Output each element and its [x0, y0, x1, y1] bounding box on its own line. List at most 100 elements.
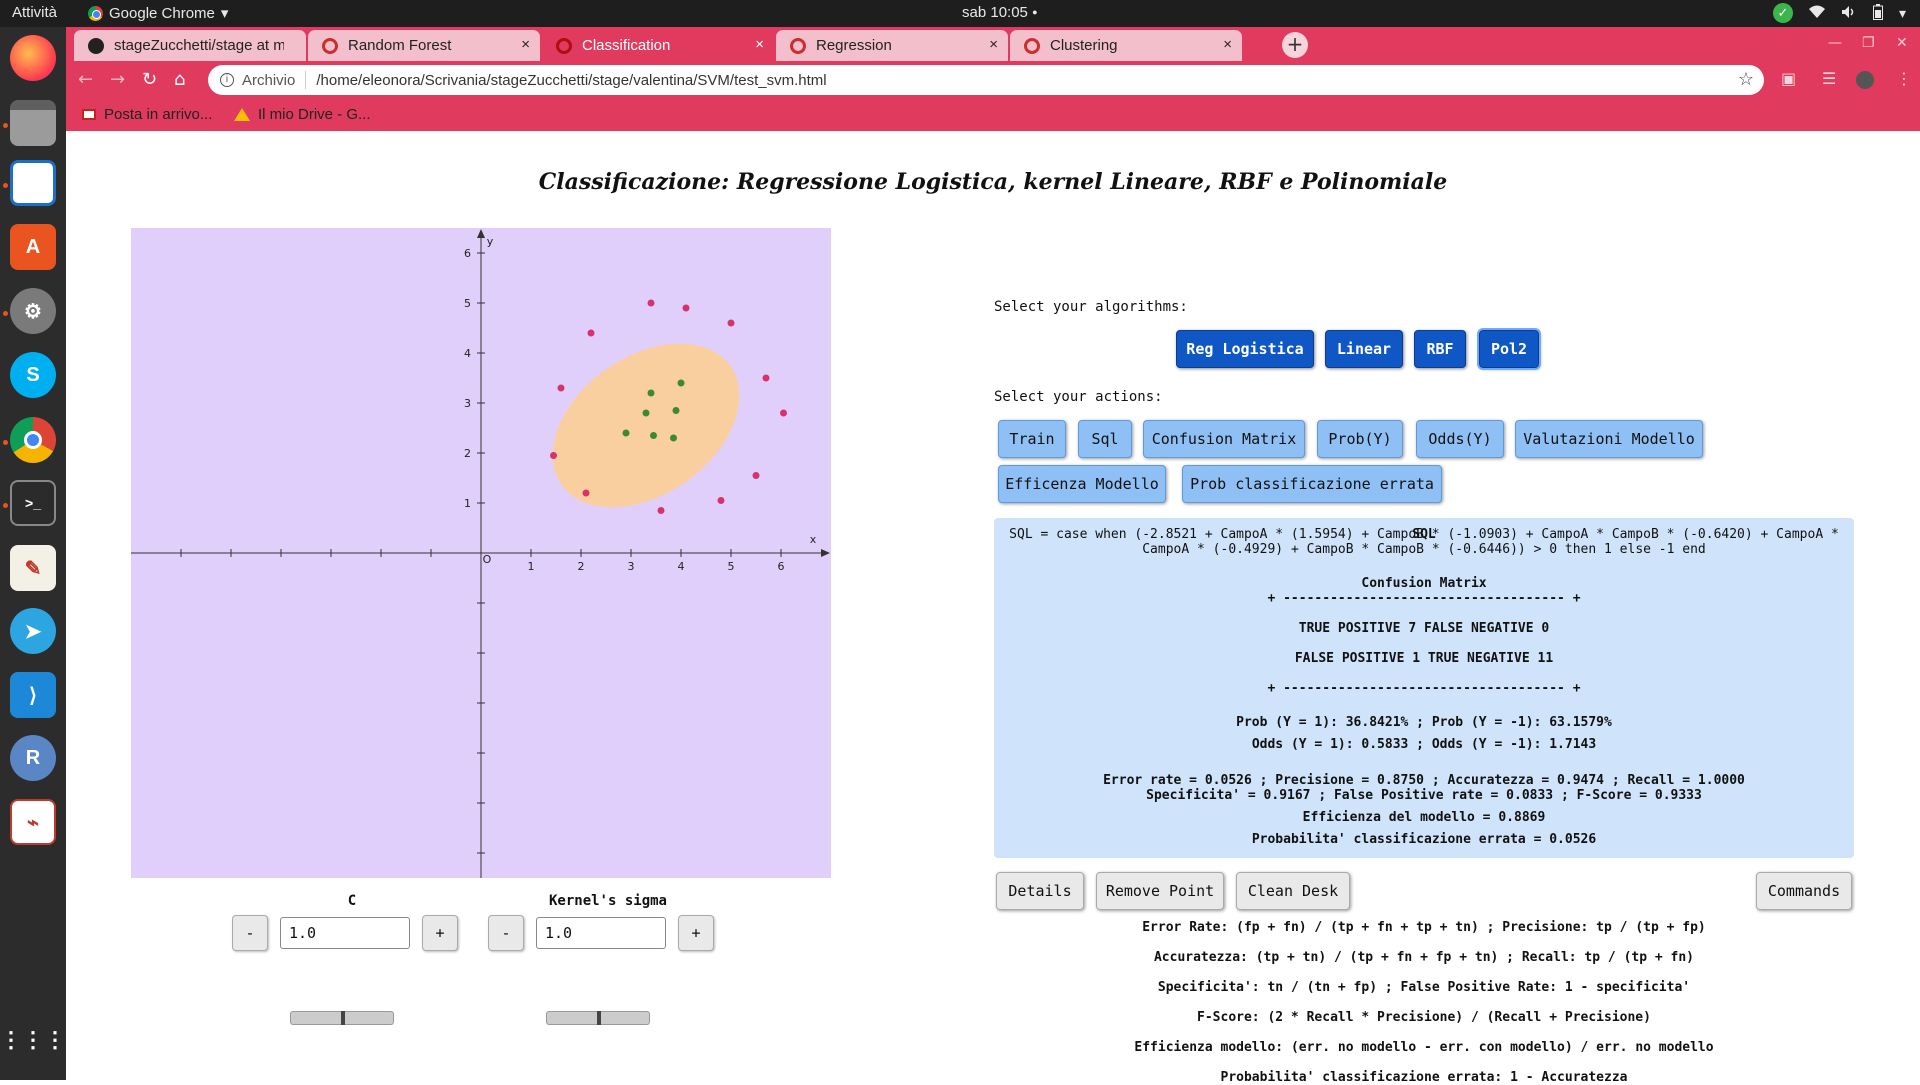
- app-menu-label: Google Chrome: [109, 4, 215, 22]
- point-negative: [647, 299, 655, 307]
- valutazioni-modello-button[interactable]: Valutazioni Modello: [1515, 420, 1703, 458]
- algorithm-rbf-button[interactable]: RBF: [1414, 330, 1466, 368]
- text-editor-icon[interactable]: ✎: [10, 545, 56, 591]
- maximize-icon[interactable]: ❐: [1862, 35, 1875, 51]
- c-increment-button[interactable]: +: [422, 915, 458, 951]
- metrics-output-2: Specificita' = 0.9167 ; False Positive r…: [1146, 788, 1702, 803]
- page-icon: [790, 37, 806, 54]
- sigma-increment-button[interactable]: +: [678, 915, 714, 951]
- firefox-icon[interactable]: [10, 35, 56, 81]
- volume-icon[interactable]: [1841, 5, 1857, 22]
- odds-output: Odds (Y = 1): 0.5833 ; Odds (Y = -1): 1.…: [1251, 737, 1597, 752]
- writer-icon[interactable]: [10, 160, 56, 206]
- y-tick-label: 2: [464, 447, 471, 460]
- chevron-down-icon: ▾: [220, 5, 229, 22]
- tab-regression[interactable]: Regression ×: [776, 30, 1008, 61]
- tab-title: Regression: [816, 37, 892, 54]
- point-negative: [657, 507, 665, 514]
- tab-github[interactable]: stageZucchetti/stage at m: [74, 30, 306, 61]
- point-negative: [582, 489, 590, 497]
- close-icon[interactable]: ×: [989, 36, 998, 53]
- sql-button[interactable]: Sql: [1078, 420, 1132, 458]
- close-icon[interactable]: ×: [755, 36, 764, 53]
- train-button[interactable]: Train: [998, 420, 1066, 458]
- minimize-icon[interactable]: —: [1828, 35, 1842, 51]
- check-icon[interactable]: ✓: [1772, 3, 1793, 23]
- files-icon[interactable]: [10, 100, 56, 146]
- tab-classification[interactable]: Classification ×: [542, 30, 774, 61]
- bookmark-label: Posta in arrivo...: [104, 106, 213, 123]
- bookmark-gmail[interactable]: Posta in arrivo...: [82, 106, 212, 123]
- info-icon[interactable]: i: [220, 73, 234, 87]
- x-tick-label: 3: [628, 560, 635, 573]
- terminal-icon[interactable]: >_: [10, 480, 56, 526]
- wifi-icon[interactable]: [1808, 5, 1825, 22]
- new-tab-button[interactable]: +: [1282, 32, 1308, 58]
- c-controls: - +: [232, 915, 472, 955]
- home-icon[interactable]: ⌂: [174, 69, 186, 90]
- back-icon[interactable]: ←: [78, 69, 94, 90]
- dock: A ⚙ S >_ ✎ ➤ ⟩ R ⌁ ⋮⋮⋮: [0, 27, 66, 1080]
- close-icon[interactable]: ×: [521, 36, 530, 53]
- point-negative: [727, 319, 735, 327]
- tab-random-forest[interactable]: Random Forest ×: [308, 30, 540, 61]
- commands-button[interactable]: Commands: [1756, 872, 1852, 910]
- settings-icon[interactable]: ⚙: [10, 288, 56, 334]
- c-slider[interactable]: [290, 1011, 394, 1025]
- sigma-input[interactable]: [536, 917, 666, 949]
- drive-icon: [234, 108, 250, 121]
- bookmark-drive[interactable]: Il mio Drive - G...: [234, 106, 371, 123]
- remove-point-button[interactable]: Remove Point: [1096, 872, 1224, 910]
- system-tray[interactable]: ✓ ▾: [1772, 3, 1906, 23]
- close-icon[interactable]: ×: [1223, 36, 1232, 53]
- sigma-slider[interactable]: [546, 1011, 650, 1025]
- algorithm-linear-button[interactable]: Linear: [1325, 330, 1403, 368]
- battery-icon[interactable]: [1872, 3, 1883, 23]
- c-input[interactable]: [280, 917, 410, 949]
- chrome-icon[interactable]: [10, 417, 56, 463]
- odds-y-button[interactable]: Odds(Y): [1416, 420, 1504, 458]
- vscode-icon[interactable]: ⟩: [10, 672, 56, 718]
- telegram-icon[interactable]: ➤: [10, 608, 56, 654]
- slider-thumb[interactable]: [341, 1011, 345, 1025]
- software-center-icon[interactable]: A: [10, 224, 56, 270]
- extension-icon[interactable]: ▣: [1781, 69, 1797, 88]
- evince-icon[interactable]: ⌁: [10, 799, 56, 845]
- avatar[interactable]: [1856, 71, 1874, 89]
- extension-icon[interactable]: ☰: [1822, 69, 1837, 88]
- activities-button[interactable]: Attività: [12, 4, 58, 21]
- prob-y-button[interactable]: Prob(Y): [1317, 420, 1403, 458]
- tab-title: Classification: [582, 37, 671, 54]
- c-decrement-button[interactable]: -: [232, 915, 268, 951]
- sigma-decrement-button[interactable]: -: [488, 915, 524, 951]
- algorithm-pol2-button[interactable]: Pol2: [1477, 328, 1541, 370]
- reload-icon[interactable]: ↻: [142, 69, 158, 90]
- clock[interactable]: sab 10:05 ●: [962, 4, 1038, 21]
- algorithm-reg-logistica-button[interactable]: Reg Logistica: [1176, 330, 1314, 368]
- more-menu-icon[interactable]: ⋮: [1896, 69, 1912, 88]
- address-bar[interactable]: i Archivio /home/eleonora/Scrivania/stag…: [208, 65, 1764, 95]
- origin-label: O: [483, 553, 492, 566]
- browser-toolbar: ← → ↻ ⌂ i Archivio /home/eleonora/Scriva…: [66, 61, 1920, 99]
- app-menu[interactable]: Google Chrome ▾: [88, 4, 228, 22]
- chevron-down-icon[interactable]: ▾: [1898, 4, 1906, 21]
- c-parameter: C - +: [232, 893, 472, 1025]
- clean-desk-button[interactable]: Clean Desk: [1236, 872, 1350, 910]
- r-icon[interactable]: R: [10, 735, 56, 781]
- confusion-matrix-title: Confusion Matrix: [1361, 576, 1487, 591]
- forward-icon[interactable]: →: [110, 69, 126, 90]
- confusion-matrix-border-top: + ------------------------------------ +: [1267, 591, 1581, 606]
- details-button[interactable]: Details: [996, 872, 1084, 910]
- tab-clustering[interactable]: Clustering ×: [1010, 30, 1242, 61]
- bookmark-star-icon[interactable]: ☆: [1737, 69, 1754, 89]
- scatter-plot[interactable]: 1 2 3 4 5 6 1 2 3 4 5 6 Ox y: [131, 228, 831, 878]
- notification-dot-icon: ●: [1032, 7, 1038, 17]
- show-apps-icon[interactable]: ⋮⋮⋮: [0, 1027, 66, 1052]
- confusion-matrix-button[interactable]: Confusion Matrix: [1143, 420, 1305, 458]
- close-window-icon[interactable]: ✕: [1896, 35, 1908, 51]
- skype-icon[interactable]: S: [10, 352, 56, 398]
- prob-classificazione-errata-button[interactable]: Prob classificazione errata: [1182, 465, 1442, 503]
- slider-thumb[interactable]: [597, 1011, 601, 1025]
- address-url[interactable]: /home/eleonora/Scrivania/stageZucchetti/…: [316, 71, 827, 89]
- efficenza-modello-button[interactable]: Efficenza Modello: [998, 465, 1166, 503]
